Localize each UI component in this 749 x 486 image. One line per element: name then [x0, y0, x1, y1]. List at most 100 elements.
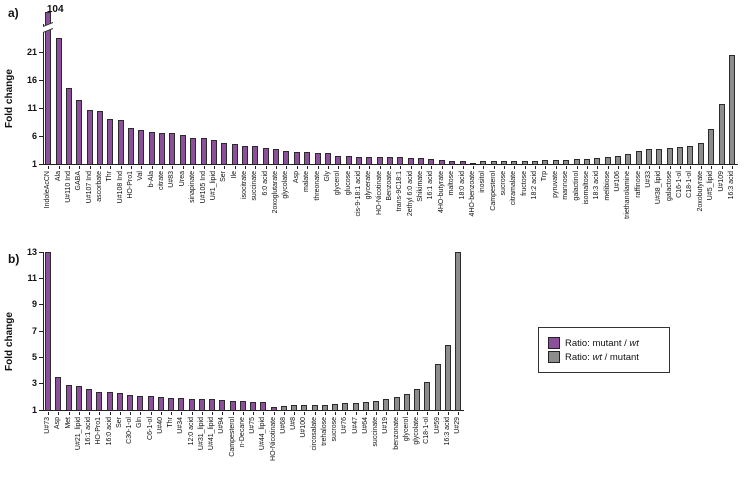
x-tick-label: C16-1-ol	[676, 170, 684, 198]
x-tick-mark	[345, 411, 347, 415]
x-label-slot: 6:0 acid	[261, 165, 271, 246]
x-tick-label: 4HO-butyrate	[437, 170, 445, 213]
bar-trehalose	[321, 404, 328, 410]
x-tick-label: succinate	[372, 416, 380, 447]
bar-2ethyl 6:0 acid	[407, 157, 414, 164]
x-tick-label: glucose	[344, 170, 352, 195]
bar-HO-Pro1	[128, 128, 135, 164]
bar-U#31_lipid	[198, 399, 205, 410]
x-label-slot: galactose	[665, 165, 675, 246]
x-tick-label: threonate	[313, 170, 321, 201]
x-tick-label: 2oxoglutarate	[272, 170, 280, 213]
x-tick-mark	[524, 165, 526, 169]
x-tick-label: U#38_lipid	[655, 170, 663, 204]
x-tick-label: sucrose	[499, 170, 507, 196]
bar-Urea	[179, 134, 186, 164]
bar-2oxobutyrate	[697, 143, 704, 164]
legend: Ratio: mutant / wt Ratio: wt / mutant	[538, 327, 670, 373]
x-tick-label: U#44_lipid	[259, 416, 267, 450]
x-tick-label: U#100	[300, 416, 308, 438]
x-tick-mark	[376, 411, 378, 415]
bar-slot	[448, 24, 458, 164]
bar-slot	[44, 252, 54, 410]
bar-slot	[423, 252, 433, 410]
bar-slot	[75, 24, 85, 164]
x-tick-mark	[503, 165, 505, 169]
bar-slot	[489, 24, 499, 164]
x-tick-label: Ala	[54, 170, 62, 181]
bar-slot	[593, 24, 603, 164]
x-tick-mark	[317, 165, 319, 169]
x-tick-mark	[201, 411, 203, 415]
x-label-slot: malate	[302, 165, 312, 246]
x-tick-mark	[348, 165, 350, 169]
x-tick-label: U#5_lipid	[707, 170, 715, 200]
x-tick-label: 18:3 acid	[593, 170, 601, 199]
x-label-slot: U#64	[361, 411, 371, 486]
x-label-slot: U#94	[217, 411, 227, 486]
x-tick-mark	[369, 165, 371, 169]
x-tick-label: 2ethyl 6:0 acid	[406, 170, 414, 216]
bar-slot	[54, 252, 64, 410]
x-tick-label: Val	[137, 170, 145, 181]
bar-mannose	[563, 159, 570, 164]
bar-Trp	[542, 160, 549, 164]
x-label-slot: U#109	[716, 165, 726, 246]
bar-C18-1-ol	[424, 382, 431, 410]
bar-12:0 acid	[188, 398, 195, 410]
x-label-slot: 2ethyl 6:0 acid	[406, 165, 416, 246]
x-tick-mark	[607, 165, 609, 169]
bar-isocitrate	[242, 146, 248, 164]
bar-succinate	[252, 146, 259, 164]
bar-slot	[717, 24, 727, 164]
x-label-slot: C18-1-ol	[422, 411, 432, 486]
x-tick-mark	[286, 165, 288, 169]
x-tick-mark	[222, 411, 224, 415]
x-tick-label: glycolate	[413, 416, 421, 445]
x-label-slot: Thr	[166, 411, 176, 486]
x-tick-mark	[160, 411, 162, 415]
x-tick-label: benzonate	[392, 416, 400, 450]
x-tick-mark	[265, 165, 267, 169]
x-tick-label: U#68	[279, 416, 287, 434]
x-label-slot: C18-1-ol	[685, 165, 695, 246]
bar-slot	[65, 252, 75, 410]
bar-slot	[189, 24, 199, 164]
x-label-slot: glycerol	[402, 411, 412, 486]
x-tick-mark	[253, 411, 255, 415]
bar-slot	[407, 24, 417, 164]
x-tick-label: citramalate	[510, 170, 518, 205]
y-tick-mark	[39, 51, 43, 53]
x-label-slot: Asp	[292, 165, 302, 246]
x-label-slot: U#33	[644, 165, 654, 246]
x-label-slot: 18:3 acid	[592, 165, 602, 246]
x-tick-label: U#34	[177, 416, 185, 434]
x-tick-label: pyruvate	[551, 170, 559, 198]
x-tick-label: C30-1-ol	[126, 416, 134, 444]
x-tick-mark	[406, 411, 408, 415]
x-tick-mark	[535, 165, 537, 169]
x-tick-mark	[307, 165, 309, 169]
x-tick-mark	[441, 165, 443, 169]
x-label-slot: melibiose	[602, 165, 612, 246]
x-tick-label: Ser	[220, 170, 228, 182]
x-tick-label: 12:0 acid	[187, 416, 195, 445]
bar-18:2 acid	[532, 160, 539, 164]
bar-slot	[676, 24, 686, 164]
x-tick-label: U#105 Ind	[199, 170, 207, 203]
bar-slot	[624, 24, 634, 164]
bar-slot	[362, 252, 372, 410]
x-tick-label: U#106	[613, 170, 621, 192]
x-tick-mark	[119, 411, 121, 415]
x-label-slot: U#29	[453, 411, 463, 486]
x-label-slot: U#107 Ind	[84, 165, 94, 246]
x-label-slot: Benzoate	[385, 165, 395, 246]
bar-IndoleAcCN	[43, 12, 54, 164]
bar-slot	[344, 24, 354, 164]
x-tick-label: Ile	[230, 170, 238, 178]
x-label-slot: succinate	[250, 165, 260, 246]
bar-glycerol	[335, 155, 342, 164]
bar-U#73	[45, 252, 52, 410]
x-label-slot: 4HO-butyrate	[437, 165, 447, 246]
y-tick-label: 13	[26, 246, 37, 257]
